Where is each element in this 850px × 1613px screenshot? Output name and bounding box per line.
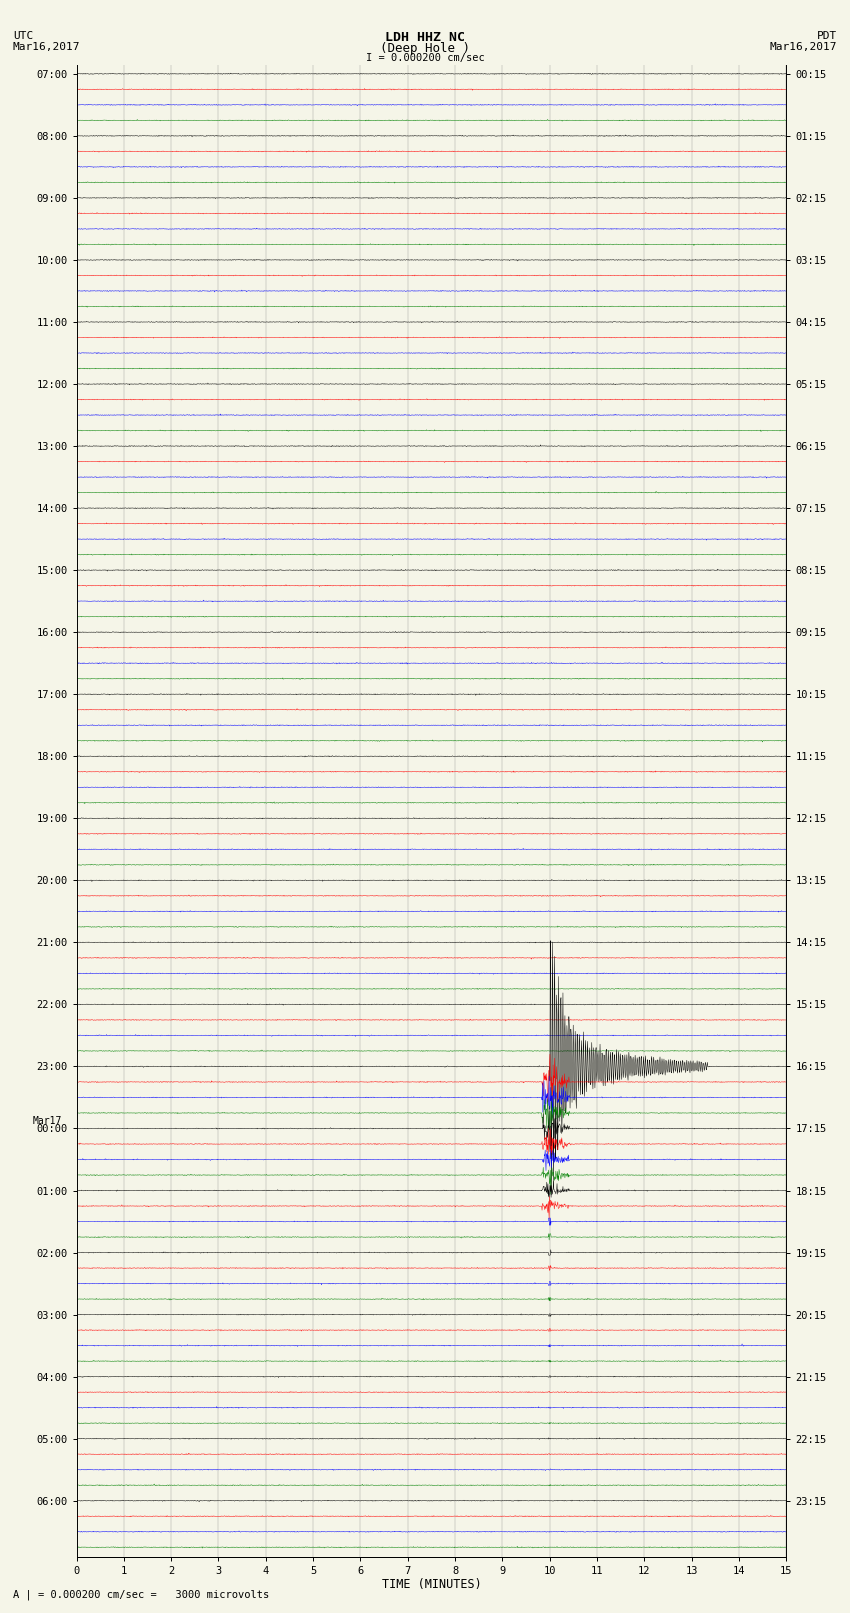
X-axis label: TIME (MINUTES): TIME (MINUTES) [382, 1579, 481, 1592]
Text: A | = 0.000200 cm/sec =   3000 microvolts: A | = 0.000200 cm/sec = 3000 microvolts [13, 1589, 269, 1600]
Text: PDT: PDT [817, 31, 837, 40]
Text: Mar16,2017: Mar16,2017 [770, 42, 837, 52]
Text: UTC: UTC [13, 31, 33, 40]
Text: LDH HHZ NC: LDH HHZ NC [385, 31, 465, 44]
Text: Mar17: Mar17 [33, 1116, 62, 1126]
Text: Mar16,2017: Mar16,2017 [13, 42, 80, 52]
Text: I = 0.000200 cm/sec: I = 0.000200 cm/sec [366, 53, 484, 63]
Text: (Deep Hole ): (Deep Hole ) [380, 42, 470, 55]
